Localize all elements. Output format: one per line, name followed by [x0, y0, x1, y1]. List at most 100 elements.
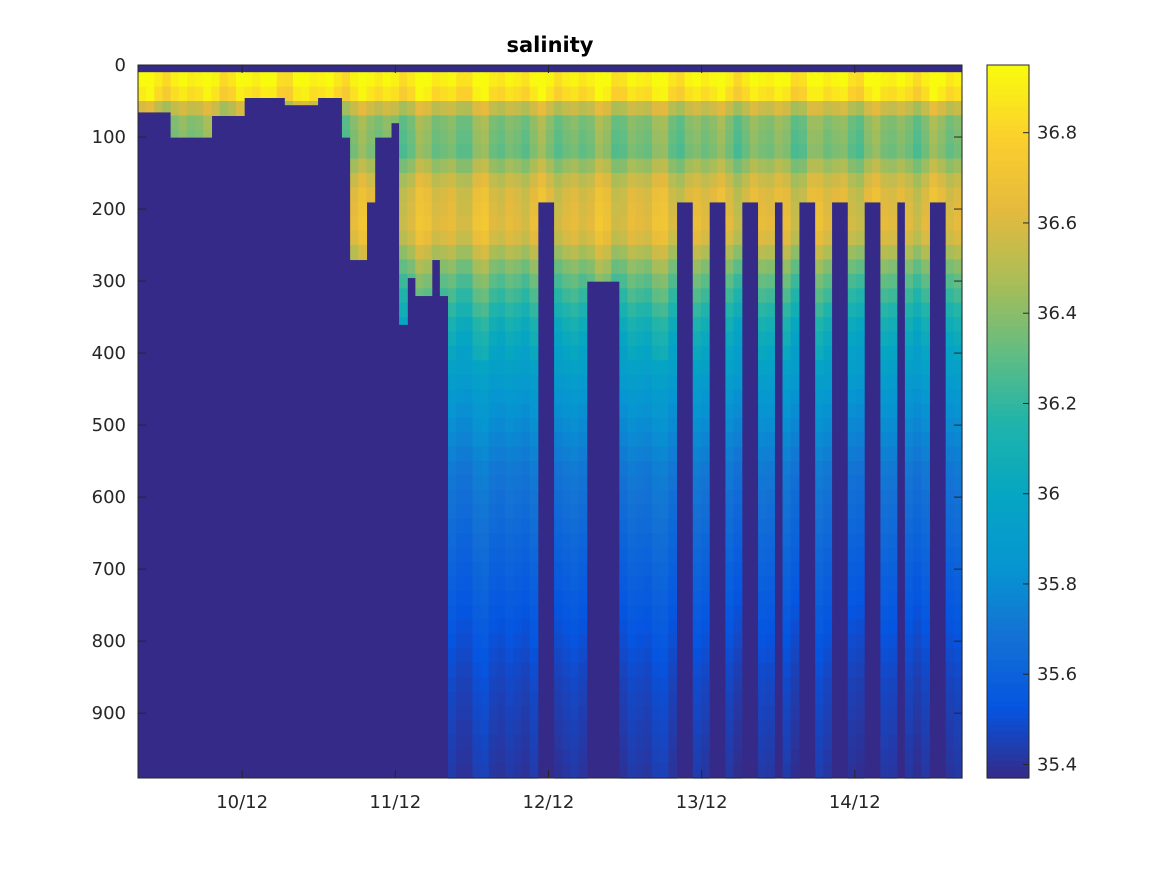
heatmap-cell: [554, 317, 563, 333]
heatmap-cell: [627, 561, 637, 577]
heatmap-cell: [758, 633, 767, 649]
heatmap-cell: [635, 273, 645, 289]
heatmap-cell: [749, 86, 759, 102]
heatmap-cell: [488, 691, 498, 707]
heatmap-cell: [570, 288, 580, 304]
heatmap-cell: [521, 158, 531, 174]
heatmap-cell: [790, 461, 800, 477]
heatmap-cell: [529, 302, 539, 318]
heatmap-cell: [390, 115, 400, 124]
colorbar-tick-label: 36.4: [1037, 303, 1077, 324]
heatmap-cell: [790, 504, 800, 520]
heatmap-cell: [448, 259, 457, 275]
heatmap-cell: [921, 662, 930, 678]
heatmap-cell: [448, 345, 457, 361]
heatmap-cell: [921, 720, 930, 736]
heatmap-cell: [806, 158, 816, 174]
heatmap-cell: [554, 734, 563, 750]
heatmap-cell: [513, 129, 523, 145]
heatmap-cell: [651, 461, 661, 477]
heatmap-cell: [782, 273, 792, 289]
heatmap-cell: [480, 734, 490, 750]
heatmap-cell: [505, 533, 514, 549]
heatmap-cell: [513, 72, 523, 88]
heatmap-cell: [733, 216, 743, 232]
heatmap-cell: [570, 504, 580, 520]
heatmap-cell: [570, 86, 580, 102]
heatmap-cell: [358, 86, 368, 102]
heatmap-cell: [570, 158, 580, 174]
heatmap-cell: [790, 648, 800, 664]
heatmap-cell: [529, 734, 539, 750]
heatmap-cell: [725, 144, 735, 160]
heatmap-cell: [937, 158, 947, 174]
heatmap-cell: [562, 216, 571, 232]
heatmap-cell: [880, 576, 890, 592]
heatmap-cell: [717, 115, 727, 131]
heatmap-cell: [782, 446, 792, 462]
heatmap-cell: [823, 504, 833, 520]
heatmap-cell: [170, 101, 180, 117]
heatmap-cell: [570, 705, 580, 721]
colorbar-segment: [987, 570, 1029, 577]
heatmap-cell: [578, 273, 588, 289]
heatmap-cell: [513, 475, 523, 491]
heatmap-cell: [651, 547, 661, 563]
heatmap-cell: [203, 129, 213, 138]
heatmap-cell: [913, 633, 922, 649]
heatmap-cell: [480, 619, 490, 635]
heatmap-cell: [855, 345, 865, 361]
heatmap-cell: [562, 561, 571, 577]
heatmap-cell: [758, 734, 767, 750]
heatmap-cell: [651, 245, 661, 261]
heatmap-cell: [472, 201, 482, 217]
heatmap-cell: [806, 129, 816, 145]
heatmap-cell: [880, 317, 890, 333]
heatmap-cell: [505, 115, 514, 131]
heatmap-cell: [815, 245, 824, 261]
heatmap-cell: [815, 101, 824, 117]
heatmap-cell: [619, 547, 629, 563]
heatmap-cell: [635, 533, 645, 549]
heatmap-cell: [488, 489, 498, 505]
heatmap-cell: [578, 590, 588, 606]
heatmap-cell: [904, 230, 914, 246]
heatmap-cell: [570, 547, 580, 563]
heatmap-cell: [766, 475, 775, 491]
heatmap-cell: [660, 129, 669, 145]
heatmap-cell: [815, 734, 824, 750]
heatmap-cell: [823, 547, 833, 563]
heatmap-cell: [513, 101, 523, 117]
heatmap-cell: [766, 230, 775, 246]
heatmap-cell: [505, 446, 514, 462]
colorbar-segment: [987, 70, 1029, 78]
heatmap-cell: [562, 749, 571, 765]
heatmap-cell: [562, 691, 571, 707]
heatmap-cell: [235, 101, 245, 117]
colorbar-segment: [987, 433, 1029, 440]
colorbar-segment: [987, 267, 1029, 274]
heatmap-cell: [521, 605, 531, 621]
heatmap-cell: [399, 158, 408, 174]
heatmap-cell: [945, 173, 955, 189]
heatmap-cell: [472, 389, 482, 405]
heatmap-cell: [766, 677, 775, 693]
heatmap-cell: [904, 489, 914, 505]
heatmap-cell: [668, 576, 678, 592]
heatmap-cell: [815, 144, 824, 160]
heatmap-cell: [790, 115, 800, 131]
heatmap-cell: [758, 201, 767, 217]
heatmap-cell: [472, 317, 482, 333]
heatmap-cell: [904, 158, 914, 174]
heatmap-cell: [847, 475, 857, 491]
heatmap-cell: [758, 677, 767, 693]
heatmap-cell: [700, 86, 710, 102]
heatmap-cell: [464, 144, 474, 160]
heatmap-cell: [529, 360, 539, 376]
heatmap-cell: [496, 331, 506, 347]
heatmap-cell: [782, 504, 792, 520]
heatmap-cell: [692, 633, 702, 649]
heatmap-cell: [358, 115, 368, 131]
heatmap-cell: [505, 259, 514, 275]
colorbar-tick-label: 36.2: [1037, 393, 1077, 414]
